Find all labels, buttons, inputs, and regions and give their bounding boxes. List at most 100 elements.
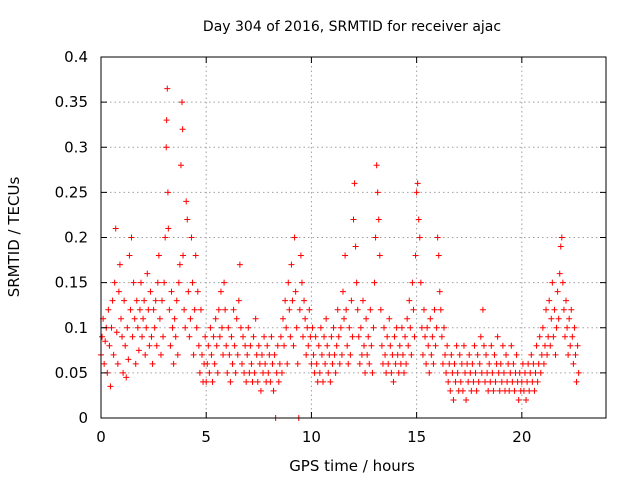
- data-point: [483, 351, 490, 358]
- data-point: [519, 360, 526, 367]
- data-point: [127, 306, 134, 313]
- data-point: [269, 360, 276, 367]
- data-point: [536, 333, 543, 340]
- data-point: [436, 288, 443, 295]
- data-point: [352, 243, 359, 250]
- data-point: [503, 351, 510, 358]
- data-point: [234, 351, 241, 358]
- data-point: [520, 387, 527, 394]
- data-point: [226, 351, 233, 358]
- data-point: [504, 378, 511, 385]
- data-point: [498, 378, 505, 385]
- data-point: [140, 315, 147, 322]
- data-point: [345, 360, 352, 367]
- data-point: [316, 369, 323, 376]
- data-point: [487, 378, 494, 385]
- data-point: [298, 279, 305, 286]
- data-point: [302, 315, 309, 322]
- data-point: [478, 369, 485, 376]
- data-point: [282, 297, 289, 304]
- data-point: [237, 324, 244, 331]
- x-tick-label: 0: [96, 428, 106, 446]
- data-point: [376, 252, 383, 259]
- data-point: [238, 360, 245, 367]
- data-point: [294, 360, 301, 367]
- data-point: [351, 180, 358, 187]
- data-point: [534, 378, 541, 385]
- data-point: [188, 234, 195, 241]
- data-point: [214, 369, 221, 376]
- data-point: [111, 279, 118, 286]
- data-point: [555, 315, 562, 322]
- data-point: [273, 369, 280, 376]
- data-point: [366, 360, 373, 367]
- data-point: [157, 351, 164, 358]
- data-point: [544, 351, 551, 358]
- data-point: [552, 351, 559, 358]
- y-tick-label: 0.1: [64, 319, 88, 337]
- data-point: [569, 333, 576, 340]
- data-point: [545, 333, 552, 340]
- data-point: [435, 252, 442, 259]
- data-point: [422, 333, 429, 340]
- data-point: [144, 270, 151, 277]
- data-point: [197, 306, 204, 313]
- data-point: [379, 360, 386, 367]
- data-point: [136, 306, 143, 313]
- data-point: [163, 117, 170, 124]
- y-tick-label: 0.15: [55, 274, 88, 292]
- data-point: [572, 351, 579, 358]
- data-point: [280, 315, 287, 322]
- data-point: [223, 342, 230, 349]
- data-point: [228, 333, 235, 340]
- data-point: [159, 297, 166, 304]
- data-point: [107, 383, 114, 390]
- data-point: [122, 342, 129, 349]
- data-point: [397, 360, 404, 367]
- data-point: [350, 216, 357, 223]
- data-point: [203, 378, 210, 385]
- data-point: [475, 378, 482, 385]
- data-point: [430, 360, 437, 367]
- data-point: [529, 378, 536, 385]
- data-point: [307, 333, 314, 340]
- data-point: [327, 378, 334, 385]
- data-point: [229, 360, 236, 367]
- data-point: [537, 369, 544, 376]
- data-point: [453, 342, 460, 349]
- data-point: [303, 351, 310, 358]
- data-point: [547, 342, 554, 349]
- data-point: [507, 369, 514, 376]
- data-point: [571, 324, 578, 331]
- data-point: [256, 360, 263, 367]
- data-point: [557, 243, 564, 250]
- data-point: [189, 279, 196, 286]
- data-point: [344, 342, 351, 349]
- data-point: [331, 351, 338, 358]
- data-point: [333, 342, 340, 349]
- data-point: [171, 315, 178, 322]
- data-point: [489, 369, 496, 376]
- data-point: [126, 252, 133, 259]
- data-point: [411, 333, 418, 340]
- data-point: [168, 288, 175, 295]
- data-point: [368, 342, 375, 349]
- data-point: [418, 324, 425, 331]
- data-point: [427, 315, 434, 322]
- data-point: [187, 315, 194, 322]
- data-point: [496, 387, 503, 394]
- data-point: [162, 234, 169, 241]
- data-point: [357, 324, 364, 331]
- data-point: [204, 360, 211, 367]
- data-point: [548, 315, 555, 322]
- data-point: [437, 306, 444, 313]
- data-point: [399, 351, 406, 358]
- data-point: [377, 306, 384, 313]
- data-point: [336, 360, 343, 367]
- data-point: [338, 351, 345, 358]
- data-point: [210, 333, 217, 340]
- data-point: [332, 369, 339, 376]
- data-point: [314, 378, 321, 385]
- data-point: [220, 351, 227, 358]
- data-point: [429, 333, 436, 340]
